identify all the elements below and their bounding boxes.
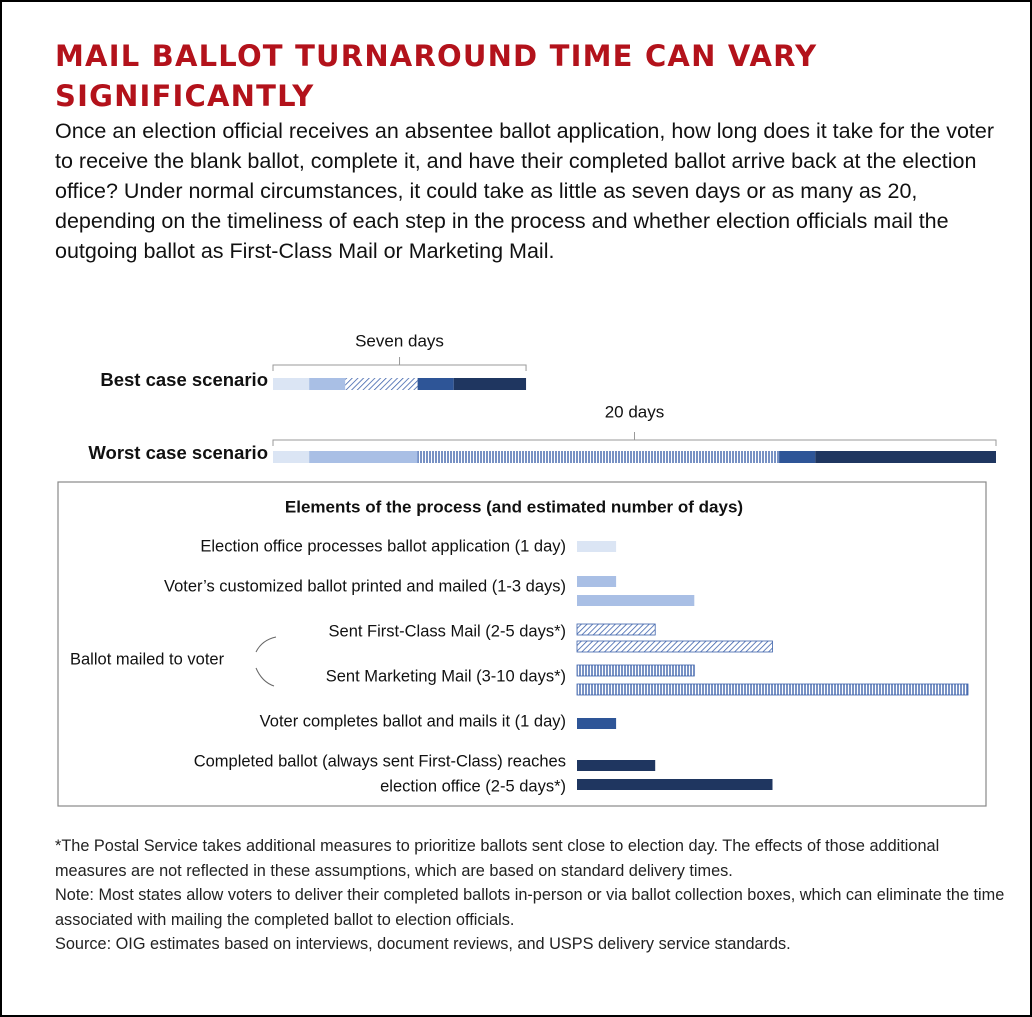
element-label: Completed ballot (always sent First-Clas… [194, 752, 566, 770]
element-bar [576, 683, 969, 696]
description: Once an election official receives an ab… [55, 119, 995, 263]
element-bar [576, 640, 773, 653]
element-bar [577, 541, 617, 552]
total-annotation: Seven days [355, 331, 444, 350]
category-label: Best case scenario [100, 369, 268, 390]
bar-segment [815, 451, 996, 463]
bar-segment [417, 451, 780, 463]
element-bar [577, 779, 773, 790]
note: *The Postal Service takes additional mea… [55, 837, 940, 880]
total-annotation: 20 days [605, 402, 665, 421]
notes: *The Postal Service takes additional mea… [55, 834, 1005, 957]
bar-segment [417, 378, 454, 390]
bracket [272, 357, 527, 371]
bar-segment [309, 451, 418, 463]
element-label: Voter completes ballot and mails it (1 d… [260, 712, 566, 730]
element-label: Election office processes ballot applica… [200, 537, 566, 555]
category-label: Worst case scenario [88, 442, 268, 463]
bar-segment [345, 378, 418, 390]
connector [255, 667, 275, 687]
element-label: Sent Marketing Mail (3-10 days*) [326, 667, 566, 685]
bar-segment [453, 378, 527, 390]
title: MAIL BALLOT TURNAROUND TIME CAN VARY SIG… [55, 39, 818, 113]
bar-segment [309, 378, 346, 390]
bar-segment [273, 451, 310, 463]
group-label: Ballot mailed to voter [70, 650, 225, 668]
elements-title: Elements of the process (and estimated n… [285, 497, 743, 516]
bracket [272, 432, 997, 446]
element-label: Voter’s customized ballot printed and ma… [164, 577, 566, 595]
bar-segment [273, 378, 310, 390]
element-bar [577, 760, 656, 771]
element-bar [577, 595, 695, 606]
element-label: election office (2-5 days*) [380, 777, 566, 795]
element-bar [577, 576, 617, 587]
element-bar [577, 718, 617, 729]
note: Source: OIG estimates based on interview… [55, 935, 791, 953]
element-label: Sent First-Class Mail (2-5 days*) [329, 622, 566, 640]
elements-box [57, 481, 987, 807]
bar-segment [779, 451, 816, 463]
connector [255, 636, 277, 653]
note: Note: Most states allow voters to delive… [55, 886, 1005, 929]
element-bar [576, 664, 695, 677]
element-bar [576, 623, 656, 636]
